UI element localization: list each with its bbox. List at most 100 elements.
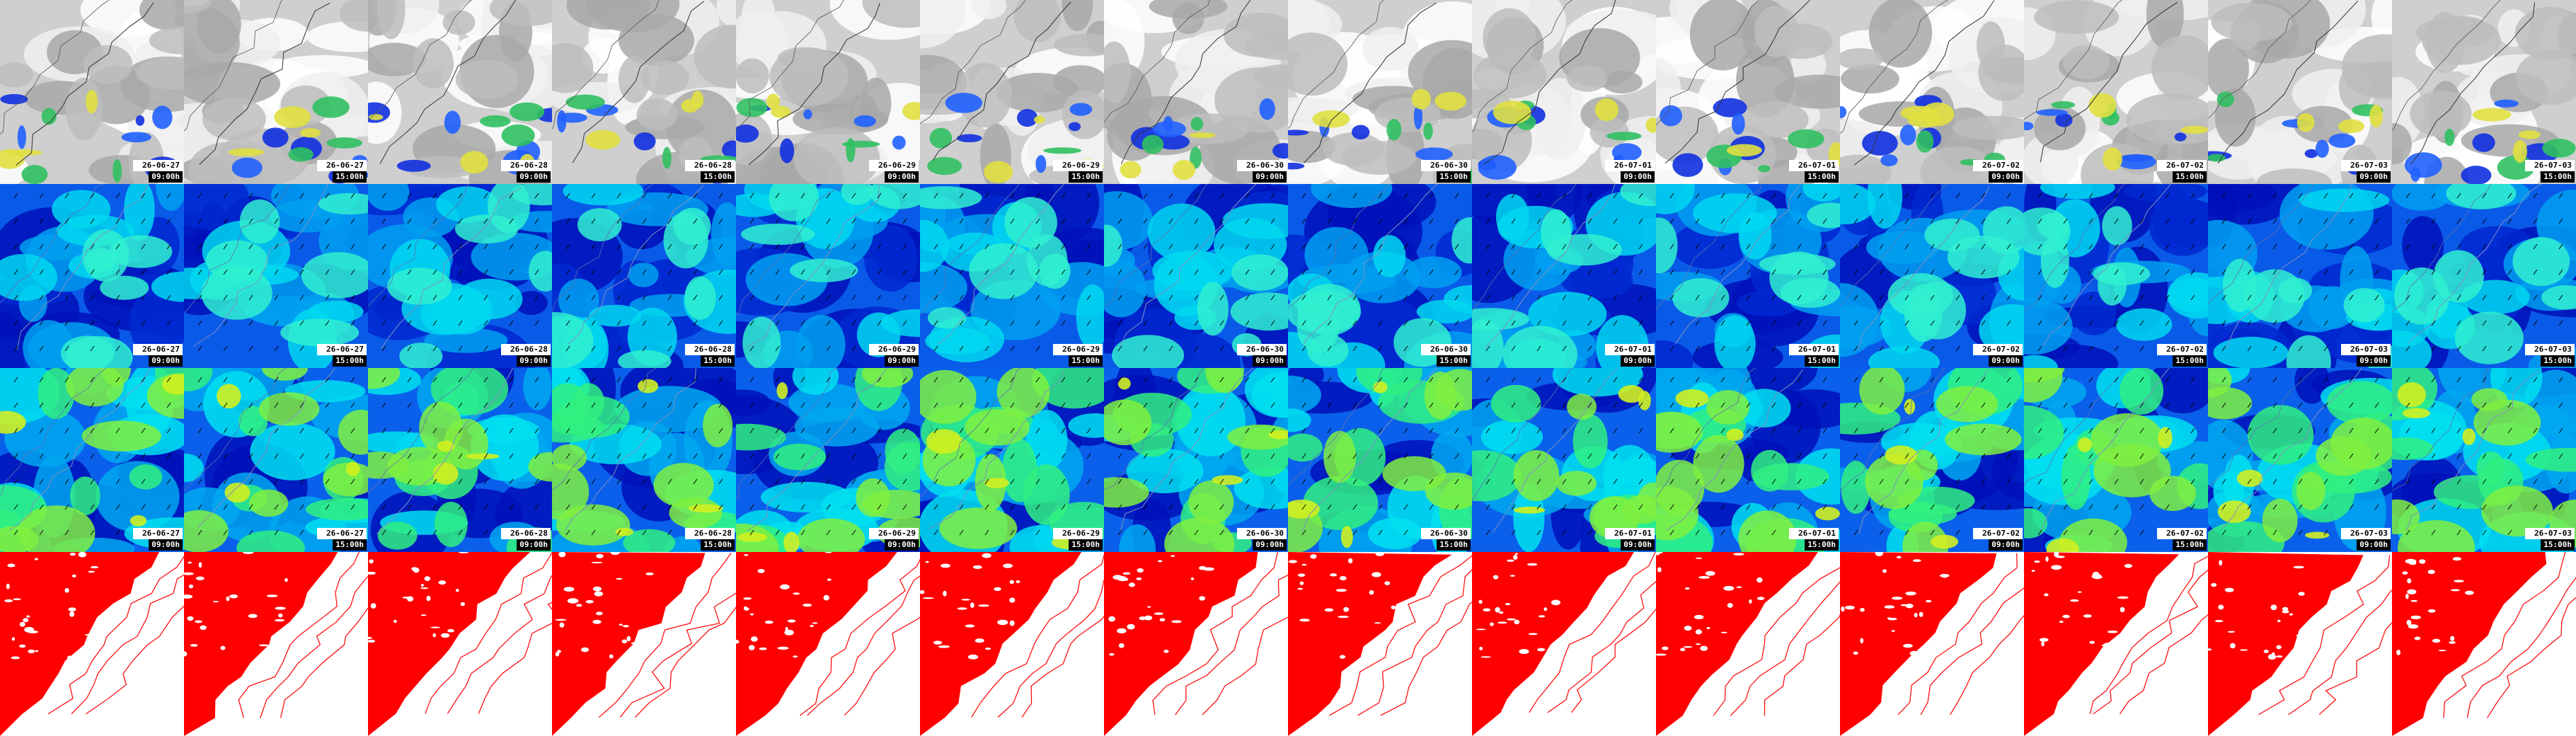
wind-barb xyxy=(1746,402,1751,408)
contour-line xyxy=(2466,577,2576,718)
wind-barb xyxy=(2272,504,2277,510)
field-blob xyxy=(793,127,880,184)
field-blob xyxy=(558,113,587,123)
contour-gap xyxy=(2277,619,2281,623)
wind-barb xyxy=(1879,243,1884,250)
wind-barb xyxy=(274,320,279,326)
coastline xyxy=(1665,369,1804,531)
contour-line xyxy=(1920,587,2024,715)
field-blob xyxy=(465,453,500,459)
wind-barb xyxy=(2323,478,2328,485)
coastline xyxy=(199,2,330,166)
contour-gap xyxy=(2054,552,2059,558)
wind-barb xyxy=(616,402,621,408)
field-blob xyxy=(1032,368,1104,409)
time-box xyxy=(2173,171,2207,183)
contour-gap xyxy=(2308,645,2314,649)
wind-barb xyxy=(1853,427,1858,434)
contour-gap xyxy=(1297,587,1304,590)
field-blob xyxy=(1288,130,1309,136)
contour-gap xyxy=(594,591,604,597)
wind-barb xyxy=(2374,192,2379,199)
field-blob xyxy=(386,268,452,305)
field-blob xyxy=(129,464,163,490)
coastline xyxy=(1492,368,1618,534)
wind-barb xyxy=(2037,478,2042,485)
wind-barb xyxy=(141,504,146,510)
wind-barb xyxy=(2349,320,2354,326)
wind-barb xyxy=(959,218,964,224)
frame-time: 15:00h xyxy=(335,540,364,549)
contour-gap xyxy=(284,577,288,582)
field-blob xyxy=(864,225,918,292)
wind-barb xyxy=(381,478,386,485)
wind-barb xyxy=(64,529,69,536)
wind-barb xyxy=(2456,294,2461,301)
wind-barb xyxy=(2037,504,2042,510)
wind-barb xyxy=(115,504,120,510)
wind-barb xyxy=(775,218,780,224)
wind-barb xyxy=(1245,478,1250,485)
wind-barb xyxy=(1695,218,1700,224)
border-line xyxy=(2024,0,2123,120)
wind-barb xyxy=(1010,529,1015,536)
wind-barb xyxy=(2088,294,2093,301)
wind-barb xyxy=(1536,478,1541,485)
wind-barb xyxy=(407,294,412,301)
field-blob xyxy=(272,54,368,79)
frame-date: 26-07-01 xyxy=(1614,529,1652,538)
wind-barb xyxy=(591,376,596,383)
contour-gap xyxy=(2293,565,2304,569)
field-blob xyxy=(1413,104,1423,130)
frame-date: 26-07-01 xyxy=(1798,161,1836,170)
wind-barb xyxy=(2482,453,2487,459)
contour-gap xyxy=(581,647,590,652)
wind-barb xyxy=(877,294,882,301)
wind-barb xyxy=(1378,269,1383,275)
wind-barb xyxy=(1485,320,1490,326)
wind-barb xyxy=(1955,294,1960,301)
wind-barb xyxy=(381,504,386,510)
date-box xyxy=(1053,344,1103,355)
wind-barb xyxy=(1822,453,1827,459)
date-box xyxy=(1789,160,1839,171)
wind-barb xyxy=(565,427,570,434)
frame-date: 26-06-30 xyxy=(1430,161,1468,170)
wind-barb xyxy=(826,376,831,383)
wind-barb xyxy=(2139,320,2144,326)
wind-barb xyxy=(2533,453,2538,459)
field-blob xyxy=(1104,477,1149,508)
wind-barb xyxy=(1511,345,1516,352)
contour-gap xyxy=(793,592,800,595)
wind-barb xyxy=(2247,269,2252,275)
coastline xyxy=(2040,1,2178,163)
field-blob xyxy=(1880,154,1898,167)
wind-barb xyxy=(1955,320,1960,326)
field-blob xyxy=(1288,33,1348,96)
wind-barb xyxy=(2507,218,2512,224)
wind-barb xyxy=(13,192,18,199)
coastline xyxy=(16,2,154,166)
coastline xyxy=(1120,368,1255,532)
wind-barb xyxy=(2349,376,2354,383)
contour-line xyxy=(2093,569,2208,715)
wind-barb xyxy=(2507,376,2512,383)
frame-date: 26-06-27 xyxy=(326,529,364,538)
contour-gap xyxy=(1514,553,1518,556)
contour-gap xyxy=(1705,570,1715,576)
tile-content xyxy=(552,184,736,368)
contour-gap xyxy=(827,578,832,581)
time-box xyxy=(2541,355,2575,367)
field-blob xyxy=(1408,40,1472,104)
wind-barb xyxy=(1194,192,1199,199)
wind-barb xyxy=(1327,269,1332,275)
wind-barb xyxy=(2405,294,2410,301)
wind-barb xyxy=(2165,376,2170,383)
wind-barb xyxy=(1117,243,1122,250)
wind-barb xyxy=(565,320,570,326)
wind-barb xyxy=(2006,478,2011,485)
wind-barb xyxy=(115,320,120,326)
wind-barb xyxy=(483,478,488,485)
wind-barb xyxy=(274,529,279,536)
